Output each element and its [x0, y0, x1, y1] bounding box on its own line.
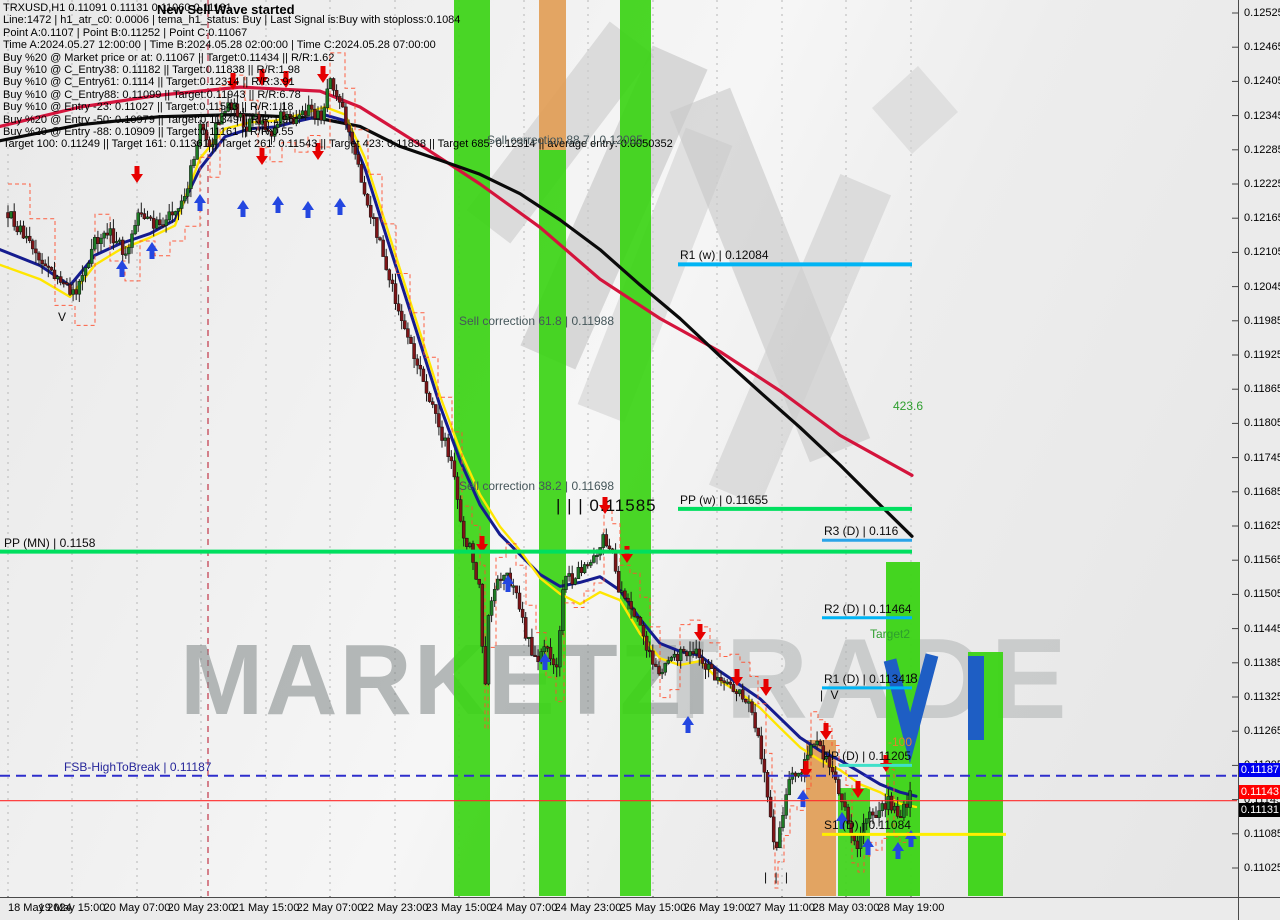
sell-arrow-icon: [760, 679, 772, 696]
price-tick-label: 0.11985: [1244, 314, 1280, 327]
time-tick-label: 27 May 11:00: [749, 902, 815, 914]
ma-blue: [0, 113, 918, 798]
time-axis[interactable]: 18 May 2024 19 May 15:00 20 May 07:00 20 Ma…: [0, 897, 1238, 920]
buy-arrow-icon: [502, 575, 514, 592]
ma-red: [0, 85, 914, 477]
buy-arrow-icon: [146, 242, 158, 259]
sell-arrow-icon: [852, 781, 864, 798]
price-tick-label: 0.11745: [1244, 451, 1280, 464]
buy-arrow-icon: [682, 716, 694, 733]
sell-arrow-icon: [256, 69, 268, 86]
sell-arrow-icon: [256, 148, 268, 165]
buy-arrow-icon: [797, 790, 809, 807]
sell-arrow-icon: [227, 73, 239, 90]
time-tick-label: 19 May 15:00: [38, 902, 106, 914]
price-tick-label: 0.11865: [1244, 383, 1280, 396]
time-tick-label: 24 May 23:00: [554, 902, 622, 914]
logo-blue-accents: [883, 653, 984, 764]
price-tick-label: 0.11025: [1244, 862, 1280, 874]
price-tick-label: 0.11625: [1244, 520, 1280, 532]
signal-band: [620, 0, 651, 896]
price-axis[interactable]: 0.12525 0.12465 0.12405 0.12345 0.12285 0.122…: [1238, 0, 1280, 920]
price-tick-label: 0.11265: [1244, 725, 1280, 738]
buy-arrow-icon: [539, 653, 551, 670]
price-tick-label: 0.11385: [1244, 656, 1280, 669]
time-tick-label: 25 May 15:00: [619, 902, 687, 914]
time-tick-label: 18 May 2024: [8, 902, 72, 914]
price-tick-label: 0.12105: [1244, 246, 1280, 259]
axis-corner: [1238, 897, 1280, 920]
sell-arrow-icon: [880, 755, 892, 772]
sell-arrow-icon: [476, 536, 488, 553]
time-tick-label: 22 May 07:00: [296, 902, 364, 914]
price-tick-label: 0.12345: [1244, 109, 1280, 122]
ma-yellow: [0, 105, 918, 809]
time-tick-label: 28 May 19:00: [877, 902, 945, 914]
buy-arrow-icon: [862, 838, 874, 855]
sell-arrow-icon: [131, 166, 143, 183]
price-tick-label: 0.12405: [1244, 75, 1280, 88]
price-badge: 0.11187: [1239, 762, 1280, 777]
price-tick-label: 0.12465: [1244, 41, 1280, 54]
sell-arrow-icon: [599, 497, 611, 514]
price-tick-label: 0.11085: [1244, 827, 1280, 840]
price-tick-label: 0.11805: [1244, 417, 1280, 430]
time-tick-label: 24 May 07:00: [490, 902, 558, 914]
sell-arrow-icon: [820, 723, 832, 740]
time-tick-label: 22 May 23:00: [361, 902, 429, 914]
level-line-layer: [0, 262, 1237, 836]
time-tick-label: 26 May 19:00: [683, 902, 751, 914]
buy-arrow-icon: [836, 812, 848, 829]
price-tick-label: 0.12525: [1244, 7, 1280, 19]
price-tick-label: 0.12225: [1244, 178, 1280, 190]
sell-arrow-icon: [312, 143, 324, 160]
time-tick-label: 23 May 15:00: [425, 902, 493, 914]
price-tick-label: 0.11925: [1244, 349, 1280, 361]
price-tick-label: 0.12165: [1244, 212, 1280, 225]
price-badge: 0.11143: [1239, 784, 1280, 799]
sell-arrow-icon: [317, 66, 329, 83]
price-tick-label: 0.11565: [1244, 554, 1280, 567]
buy-arrow-icon: [302, 201, 314, 218]
trailing-stop-layer: [8, 52, 911, 889]
price-tick-label: 0.11325: [1244, 691, 1280, 703]
price-tick-label: 0.11505: [1244, 588, 1280, 601]
sell-arrow-icon: [280, 71, 292, 88]
signal-arrow-layer: [116, 66, 917, 859]
time-tick-label: 28 May 03:00: [812, 902, 880, 914]
price-tick-label: 0.12045: [1244, 280, 1280, 293]
price-tick-label: 0.11685: [1244, 485, 1280, 498]
sell-arrow-icon: [621, 546, 633, 563]
buy-arrow-icon: [905, 830, 917, 847]
signal-band: [539, 150, 566, 896]
sell-arrow-icon: [694, 624, 706, 641]
time-tick-label: 20 May 07:00: [103, 902, 171, 914]
buy-arrow-icon: [194, 194, 206, 211]
buy-arrow-icon: [892, 842, 904, 859]
buy-arrow-icon: [272, 196, 284, 213]
time-tick-label: 20 May 23:00: [167, 902, 235, 914]
buy-arrow-icon: [334, 198, 346, 215]
time-tick-label: 21 May 15:00: [232, 902, 300, 914]
price-tick-label: 0.11445: [1244, 622, 1280, 635]
price-tick-label: 0.12285: [1244, 143, 1280, 156]
price-badge: 0.11131: [1239, 802, 1280, 817]
sell-arrow-icon: [731, 669, 743, 686]
buy-arrow-icon: [116, 260, 128, 277]
buy-arrow-icon: [237, 200, 249, 217]
signal-band: [539, 0, 566, 150]
candlestick-layer: [6, 77, 912, 858]
sell-arrow-icon: [800, 761, 812, 778]
